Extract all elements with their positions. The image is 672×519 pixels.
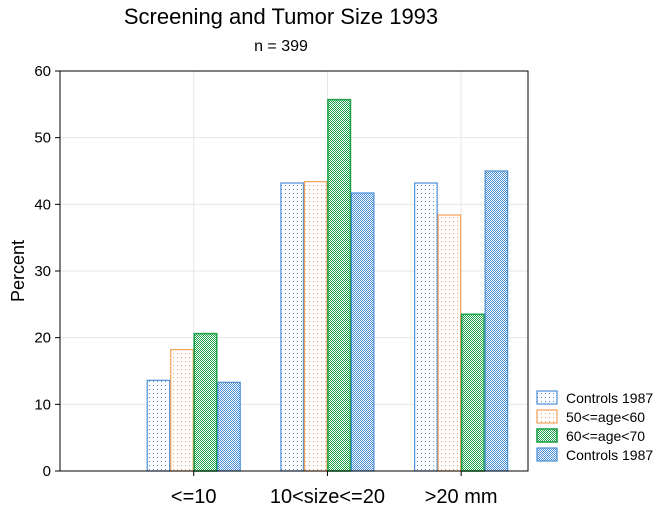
y-tick-label: 20 — [34, 330, 51, 347]
legend-label: Controls 1987 — [566, 390, 653, 406]
legend-swatch — [536, 390, 558, 405]
legend-label: Controls 1987 — [566, 447, 653, 463]
chart-subtitle: n = 399 — [254, 38, 308, 55]
bar — [460, 313, 485, 472]
y-tick-label: 0 — [43, 463, 51, 480]
bar — [303, 181, 328, 472]
x-tick-label: 10<size<=20 — [270, 486, 385, 508]
bar — [437, 214, 462, 472]
bars — [146, 98, 509, 472]
x-tick-label: >20 mm — [425, 486, 498, 508]
bar — [146, 379, 171, 472]
legend-label: 60<=age<70 — [566, 428, 645, 444]
bar — [280, 182, 305, 472]
y-axis: 0 10 20 30 40 50 60 — [34, 63, 60, 480]
x-tick-label: <=10 — [171, 486, 217, 508]
bar — [350, 192, 375, 472]
legend: Controls 1987 50<=age<60 60<=age<70 Control… — [536, 390, 653, 463]
y-axis-label: Percent — [8, 240, 28, 302]
y-tick-label: 60 — [34, 63, 51, 80]
bar — [484, 170, 509, 472]
bar — [170, 349, 194, 472]
bar — [327, 98, 352, 472]
bar — [414, 182, 438, 472]
chart-title: Screening and Tumor Size 1993 — [124, 4, 438, 29]
y-tick-label: 10 — [34, 396, 51, 413]
y-tick-label: 30 — [34, 263, 51, 280]
bar — [193, 332, 218, 472]
y-tick-label: 50 — [34, 130, 51, 147]
x-axis: <=10 10<size<=20 >20 mm — [171, 471, 498, 508]
legend-swatch — [536, 428, 558, 443]
bar — [217, 381, 241, 472]
legend-swatch — [536, 409, 558, 424]
legend-label: 50<=age<60 — [566, 409, 645, 425]
y-tick-label: 40 — [34, 196, 51, 213]
legend-swatch — [536, 447, 558, 462]
